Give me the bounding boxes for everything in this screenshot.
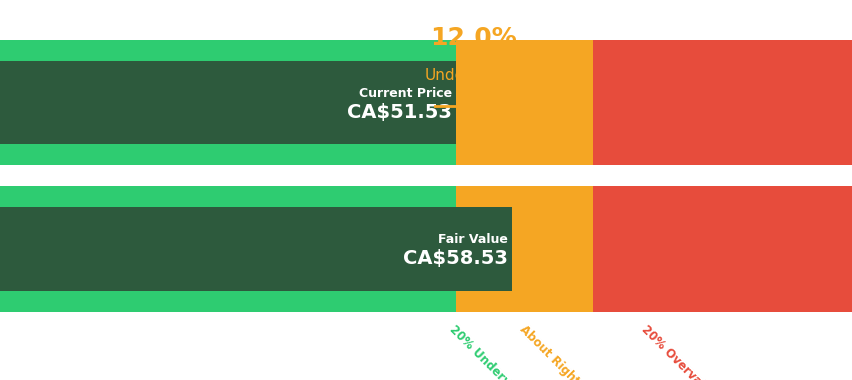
Text: CA$58.53: CA$58.53 xyxy=(402,249,507,268)
Text: 12.0%: 12.0% xyxy=(429,26,516,50)
Bar xyxy=(0,165,852,186)
Text: 20% Overvalued: 20% Overvalued xyxy=(638,323,723,380)
Bar xyxy=(0,40,456,312)
Bar xyxy=(0,61,456,144)
Bar xyxy=(592,40,852,312)
Text: About Right: About Right xyxy=(516,323,581,380)
Text: CA$51.53: CA$51.53 xyxy=(347,103,452,122)
Bar xyxy=(456,40,592,312)
Text: Current Price: Current Price xyxy=(359,87,452,100)
Text: 20% Undervalued: 20% Undervalued xyxy=(446,323,538,380)
Text: Undervalued: Undervalued xyxy=(424,68,521,84)
Text: Fair Value: Fair Value xyxy=(437,233,507,246)
Bar xyxy=(0,207,511,291)
